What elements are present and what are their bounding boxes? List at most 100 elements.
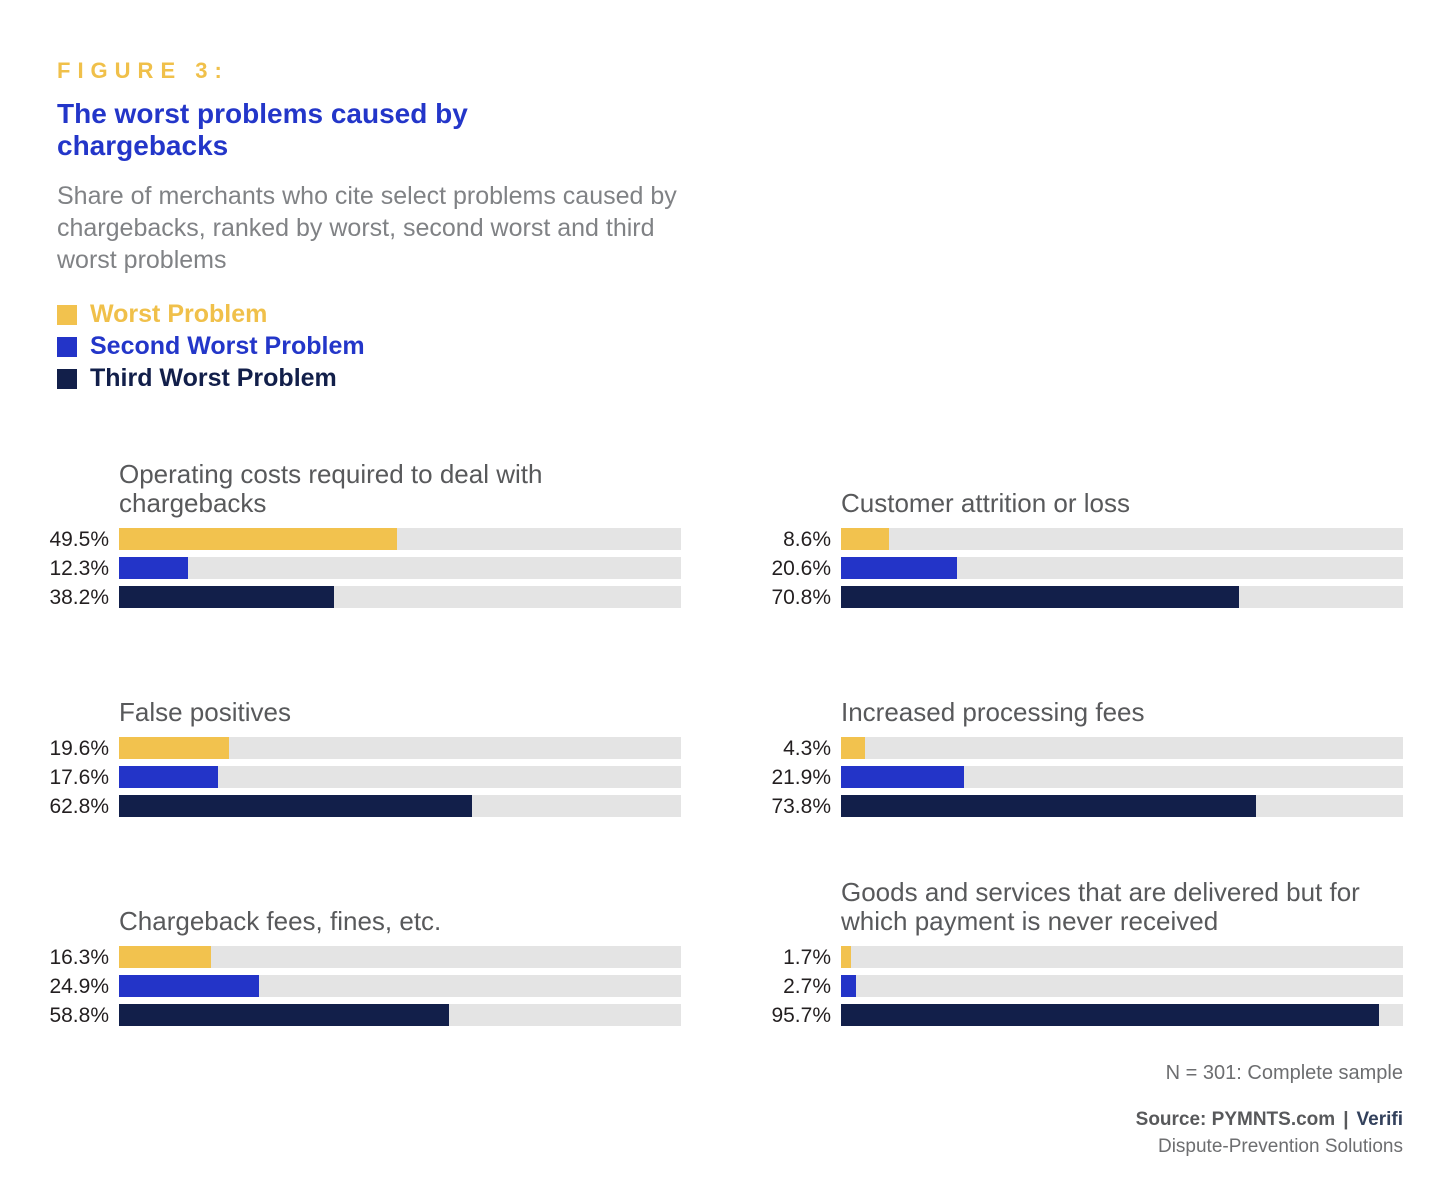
bar-value-label: 38.2% xyxy=(49,585,109,609)
bar-track xyxy=(841,795,1403,818)
source-label: Source: PYMNTS.com xyxy=(1135,1109,1336,1131)
bar-row-worst: 1.7% xyxy=(758,945,1403,969)
bar-track xyxy=(119,586,681,609)
bar-row-second-worst: 24.9% xyxy=(36,974,681,998)
bar-value-label: 24.9% xyxy=(49,974,109,998)
bar-track xyxy=(841,975,1403,998)
bar-value-label: 58.8% xyxy=(49,1003,109,1027)
bar-track xyxy=(119,528,681,551)
bar-fill-worst xyxy=(119,528,398,551)
chart-title: Goods and services that are delivered bu… xyxy=(841,877,1360,937)
sample-note: N = 301: Complete sample xyxy=(1165,1062,1403,1085)
bar-value-label: 8.6% xyxy=(783,527,831,551)
bar-track xyxy=(119,557,681,580)
source-brand: Verifi xyxy=(1356,1109,1403,1131)
bar-fill-third-worst xyxy=(841,795,1256,818)
bar-value-label: 2.7% xyxy=(783,974,831,998)
legend-item-third-worst: Third Worst Problem xyxy=(57,366,1403,391)
bar-fill-second-worst xyxy=(119,766,218,789)
charts-grid: Operating costs required to deal with ch… xyxy=(36,399,1403,1027)
bar-track xyxy=(841,586,1403,609)
bar-track xyxy=(119,737,681,760)
chart-title: Customer attrition or loss xyxy=(841,488,1130,519)
chart-title: Increased processing fees xyxy=(841,697,1145,728)
bar-fill-third-worst xyxy=(841,1004,1379,1027)
bar-fill-worst xyxy=(119,737,230,760)
legend-label-worst: Worst Problem xyxy=(90,300,268,329)
source-line: Source: PYMNTS.com | Verifi xyxy=(36,1109,1403,1131)
bar-fill-third-worst xyxy=(119,586,334,609)
figure-number-label: FIGURE 3: xyxy=(57,58,229,83)
bar-fill-worst xyxy=(841,737,866,760)
bar-track xyxy=(119,946,681,969)
chart-title: Operating costs required to deal with ch… xyxy=(119,459,543,519)
legend-label-second-worst: Second Worst Problem xyxy=(90,332,365,361)
bar-row-second-worst: 2.7% xyxy=(758,974,1403,998)
bar-track xyxy=(841,557,1403,580)
bar-fill-third-worst xyxy=(841,586,1239,609)
legend-item-worst: Worst Problem xyxy=(57,302,1403,327)
bar-row-third-worst: 58.8% xyxy=(36,1003,681,1027)
bar-value-label: 73.8% xyxy=(771,794,831,818)
page-subtitle: Share of merchants who cite select probl… xyxy=(57,182,677,275)
bar-fill-second-worst xyxy=(119,975,259,998)
source-separator: | xyxy=(1343,1109,1349,1131)
bar-value-label: 95.7% xyxy=(771,1003,831,1027)
source-subtitle: Dispute-Prevention Solutions xyxy=(1157,1136,1403,1158)
figure-header: FIGURE 3: The worst problems caused by c… xyxy=(57,58,1403,391)
legend-swatch-third-worst-icon xyxy=(57,368,77,389)
bar-value-label: 12.3% xyxy=(49,556,109,580)
bar-fill-second-worst xyxy=(841,975,857,998)
bar-value-label: 49.5% xyxy=(49,527,109,551)
bar-value-label: 70.8% xyxy=(771,585,831,609)
chart-group-processing-fees: Increased processing fees 4.3% 21.9% 73.… xyxy=(758,608,1403,818)
bar-fill-third-worst xyxy=(119,1004,450,1027)
bar-row-worst: 19.6% xyxy=(36,736,681,760)
legend: Worst Problem Second Worst Problem Third… xyxy=(57,302,1403,391)
chart-group-chargeback-fees: Chargeback fees, fines, etc. 16.3% 24.9%… xyxy=(36,817,681,1027)
bar-fill-second-worst xyxy=(841,766,965,789)
bar-fill-second-worst xyxy=(841,557,957,580)
bar-row-worst: 8.6% xyxy=(758,527,1403,551)
bar-track xyxy=(841,766,1403,789)
bar-row-second-worst: 12.3% xyxy=(36,556,681,580)
bar-fill-third-worst xyxy=(119,795,472,818)
bar-fill-second-worst xyxy=(119,557,189,580)
legend-swatch-second-worst-icon xyxy=(57,336,77,357)
legend-label-third-worst: Third Worst Problem xyxy=(90,364,337,393)
chart-group-operating-costs: Operating costs required to deal with ch… xyxy=(36,399,681,609)
bar-track xyxy=(841,1004,1403,1027)
bar-row-third-worst: 95.7% xyxy=(758,1003,1403,1027)
chart-group-goods-services: Goods and services that are delivered bu… xyxy=(758,817,1403,1027)
bar-track xyxy=(119,795,681,818)
bar-track xyxy=(119,1004,681,1027)
legend-swatch-worst-icon xyxy=(57,304,77,325)
bar-row-worst: 4.3% xyxy=(758,736,1403,760)
page-title: The worst problems caused by chargebacks xyxy=(57,98,468,162)
chart-group-customer-attrition: Customer attrition or loss 8.6% 20.6% 70… xyxy=(758,399,1403,609)
chart-title: False positives xyxy=(119,697,291,728)
bar-value-label: 19.6% xyxy=(49,736,109,760)
bar-value-label: 62.8% xyxy=(49,794,109,818)
bar-value-label: 20.6% xyxy=(771,556,831,580)
bar-row-third-worst: 38.2% xyxy=(36,585,681,609)
legend-item-second-worst: Second Worst Problem xyxy=(57,334,1403,359)
bar-track xyxy=(841,737,1403,760)
bar-track xyxy=(119,975,681,998)
bar-value-label: 17.6% xyxy=(49,765,109,789)
bar-track xyxy=(841,946,1403,969)
bar-row-third-worst: 62.8% xyxy=(36,794,681,818)
chart-group-false-positives: False positives 19.6% 17.6% 62.8% xyxy=(36,608,681,818)
bar-track xyxy=(119,766,681,789)
footer: N = 301: Complete sample Source: PYMNTS.… xyxy=(36,1062,1403,1158)
bar-row-worst: 16.3% xyxy=(36,945,681,969)
bar-track xyxy=(841,528,1403,551)
bar-value-label: 16.3% xyxy=(49,945,109,969)
bar-row-worst: 49.5% xyxy=(36,527,681,551)
bar-value-label: 4.3% xyxy=(783,736,831,760)
bar-fill-worst xyxy=(841,528,890,551)
bar-fill-worst xyxy=(841,946,851,969)
bar-value-label: 21.9% xyxy=(771,765,831,789)
bar-value-label: 1.7% xyxy=(783,945,831,969)
